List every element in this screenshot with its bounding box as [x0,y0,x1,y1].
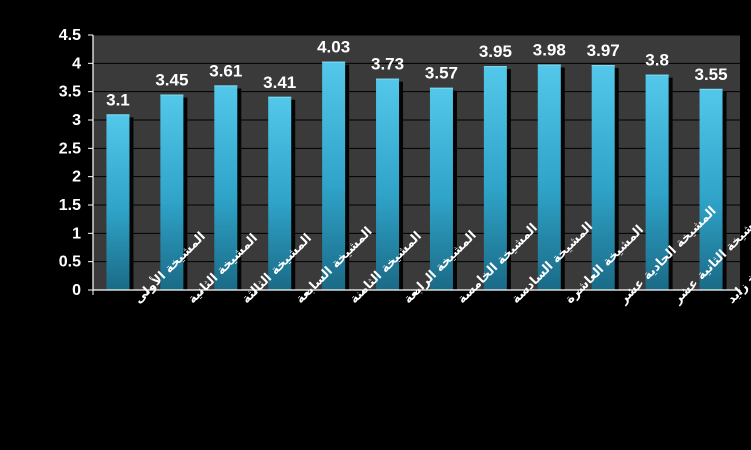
y-tick-label: 4.5 [59,27,81,44]
y-tick-label: 0.5 [59,254,81,271]
bar [591,65,615,291]
data-label: 3.73 [371,55,404,74]
bars [106,61,727,291]
bar [214,85,238,290]
y-tick-label: 4 [72,55,81,72]
bar [106,114,130,290]
bar [699,88,723,290]
bar [645,74,669,291]
data-label: 3.45 [155,71,188,90]
data-label: 4.03 [317,38,350,57]
bar [376,78,400,290]
data-label: 3.98 [533,40,566,59]
data-label: 3.1 [106,90,130,109]
y-tick-label: 0 [72,282,81,299]
data-labels: 3.1 3.45 3.61 3.41 4.03 3.73 3.57 3.95 3.98 3.97 3… [106,38,727,110]
bar [429,87,453,290]
data-label: 3.97 [587,41,620,60]
y-tick-label: 1.5 [59,197,81,214]
bar [160,94,184,290]
y-tick-label: 2 [72,169,81,186]
y-tick-labels: 0 0.5 1 1.5 2 2.5 3 3.5 4 4.5 [59,27,93,299]
bar [322,61,346,291]
y-tick-label: 2.5 [59,140,81,157]
bar [483,66,507,291]
data-label: 3.41 [263,73,296,92]
bar [268,96,292,291]
y-tick-label: 3.5 [59,84,81,101]
axes [92,35,741,295]
data-label: 3.95 [479,42,512,61]
data-label: 3.57 [425,64,458,83]
data-label: 3.8 [645,51,669,70]
data-label: 3.61 [209,61,242,80]
bar [537,64,561,290]
y-tick-label: 1 [72,225,81,242]
y-tick-label: 3 [72,112,81,129]
data-label: 3.55 [694,65,727,84]
grid-lines [93,34,740,263]
plot-area [93,35,740,290]
